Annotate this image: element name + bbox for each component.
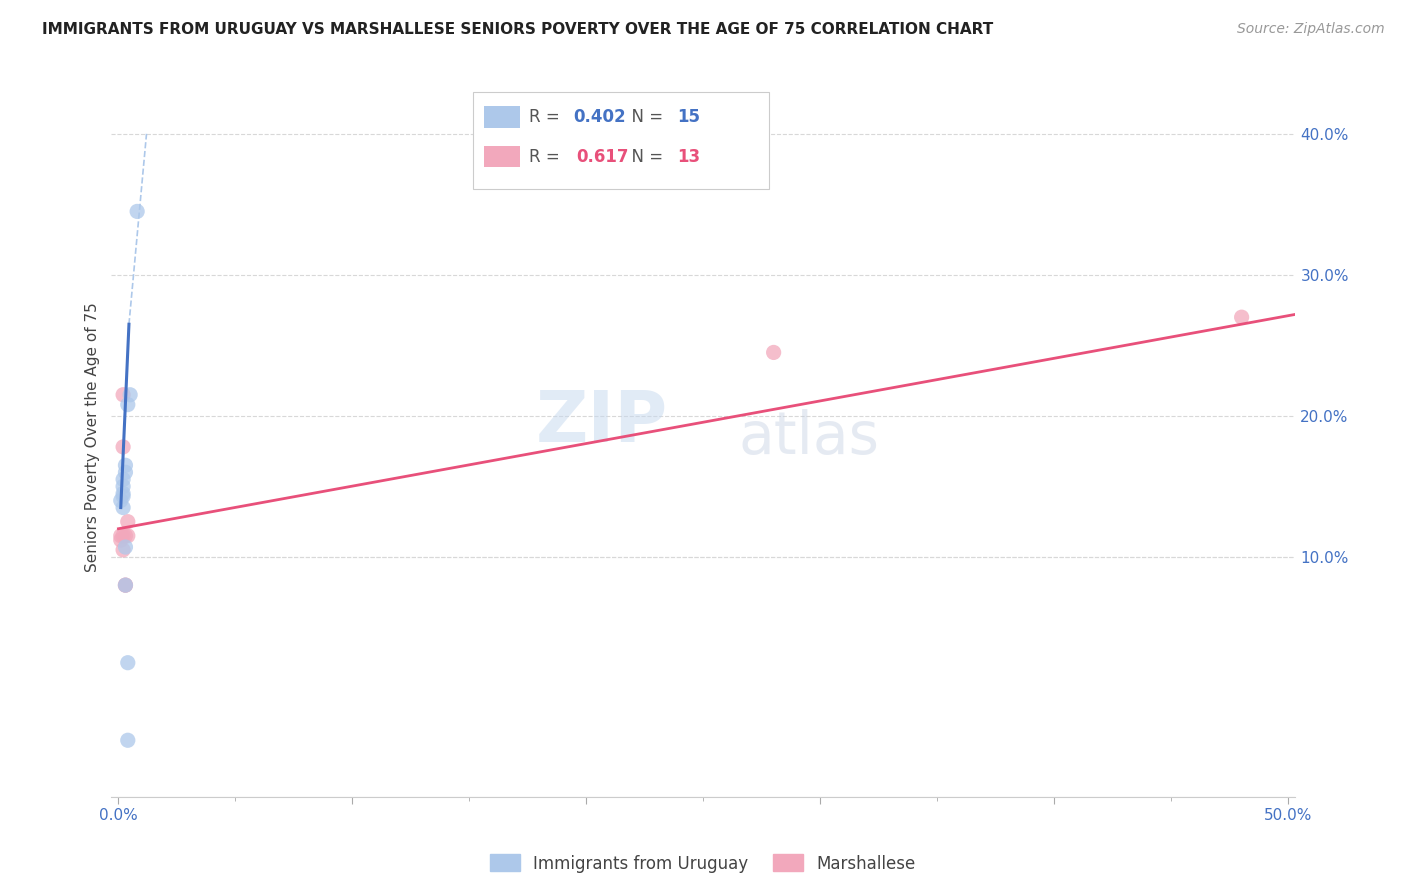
Text: Source: ZipAtlas.com: Source: ZipAtlas.com xyxy=(1237,22,1385,37)
Text: N =: N = xyxy=(620,147,668,166)
Point xyxy=(112,529,135,543)
Point xyxy=(117,656,139,670)
Point xyxy=(114,578,136,592)
Point xyxy=(117,529,139,543)
Point xyxy=(112,388,135,402)
Point xyxy=(110,533,132,547)
Point xyxy=(112,472,135,486)
Text: ZIP: ZIP xyxy=(536,388,668,458)
Point xyxy=(112,500,135,515)
Text: R =: R = xyxy=(530,108,565,126)
Text: N =: N = xyxy=(620,108,668,126)
Bar xyxy=(472,92,769,189)
Point xyxy=(112,479,135,493)
Point xyxy=(114,458,136,473)
Point xyxy=(112,486,135,500)
Point xyxy=(762,345,785,359)
Point xyxy=(112,440,135,454)
Point xyxy=(114,540,136,554)
Y-axis label: Seniors Poverty Over the Age of 75: Seniors Poverty Over the Age of 75 xyxy=(86,302,100,572)
Text: atlas: atlas xyxy=(740,409,880,466)
Point xyxy=(117,515,139,529)
Text: 0.617: 0.617 xyxy=(576,147,630,166)
Text: 0.402: 0.402 xyxy=(574,108,626,126)
Text: IMMIGRANTS FROM URUGUAY VS MARSHALLESE SENIORS POVERTY OVER THE AGE OF 75 CORREL: IMMIGRANTS FROM URUGUAY VS MARSHALLESE S… xyxy=(42,22,994,37)
Point xyxy=(110,529,132,543)
Point xyxy=(112,489,135,503)
Point xyxy=(127,204,149,219)
Bar xyxy=(485,145,520,168)
Text: 15: 15 xyxy=(678,108,700,126)
Point xyxy=(117,733,139,747)
Point xyxy=(114,529,136,543)
Point xyxy=(114,578,136,592)
Text: 13: 13 xyxy=(678,147,700,166)
Bar xyxy=(485,106,520,128)
Point xyxy=(120,388,142,402)
Text: R =: R = xyxy=(530,147,571,166)
Legend: Immigrants from Uruguay, Marshallese: Immigrants from Uruguay, Marshallese xyxy=(484,847,922,880)
Point xyxy=(112,542,135,557)
Point xyxy=(114,465,136,479)
Point xyxy=(117,398,139,412)
Point xyxy=(1230,310,1253,325)
Point xyxy=(114,578,136,592)
Point xyxy=(110,493,132,508)
